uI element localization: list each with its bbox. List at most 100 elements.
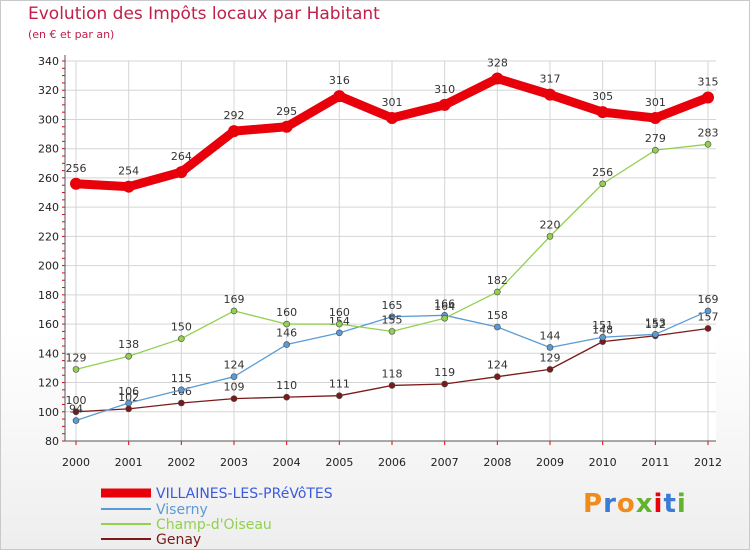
data-label: 164 — [434, 300, 455, 313]
data-point — [175, 166, 188, 179]
data-point — [546, 366, 554, 373]
data-point — [333, 90, 346, 103]
logo-letter: i — [676, 489, 687, 519]
data-label: 256 — [66, 162, 87, 175]
data-label: 165 — [382, 299, 403, 312]
logo-letter: x — [635, 489, 654, 519]
data-label: 160 — [276, 306, 297, 319]
data-label: 166 — [434, 297, 455, 310]
legend-label: Champ-d'Oiseau — [156, 517, 272, 533]
y-tick-label: 200 — [38, 260, 59, 273]
x-tick-label: 2007 — [431, 456, 459, 469]
data-label: 153 — [645, 316, 666, 329]
data-label: 94 — [69, 403, 83, 416]
logo-letter: i — [653, 489, 664, 519]
data-label: 148 — [592, 324, 613, 337]
data-label: 316 — [329, 74, 350, 87]
data-point — [388, 313, 396, 321]
data-label: 152 — [645, 318, 666, 331]
x-tick-label: 2005 — [325, 456, 353, 469]
logo-letter: o — [616, 489, 636, 519]
logo-letter: r — [603, 489, 617, 519]
proxiti-logo: Proxiti — [583, 489, 687, 519]
data-point — [122, 180, 135, 193]
x-tick-label: 2010 — [589, 456, 617, 469]
data-label: 292 — [224, 109, 245, 122]
y-tick-label: 240 — [38, 201, 59, 214]
data-point — [70, 177, 82, 190]
data-label: 111 — [329, 378, 350, 391]
y-tick-label: 160 — [38, 318, 59, 331]
data-point — [125, 352, 132, 360]
data-label: 110 — [276, 379, 297, 392]
data-label: 328 — [487, 57, 508, 70]
data-point — [178, 399, 185, 407]
data-label: 129 — [66, 351, 87, 364]
y-tick-label: 100 — [38, 406, 59, 419]
data-label: 150 — [171, 321, 192, 334]
data-point — [704, 325, 712, 332]
y-tick-label: 120 — [38, 377, 59, 390]
logo-letter: P — [583, 489, 604, 519]
x-tick-label: 2008 — [483, 456, 511, 469]
data-point — [228, 125, 240, 138]
data-point — [704, 307, 712, 315]
data-point — [230, 307, 238, 315]
data-point — [546, 344, 554, 351]
data-label: 279 — [645, 132, 666, 145]
data-label: 144 — [540, 329, 561, 342]
data-label: 109 — [224, 381, 245, 394]
data-point — [599, 180, 606, 188]
data-point — [704, 141, 712, 148]
data-label: 124 — [224, 359, 245, 372]
data-label: 119 — [434, 366, 455, 379]
data-point — [125, 399, 132, 407]
data-label: 315 — [698, 76, 719, 89]
data-point — [544, 88, 556, 101]
legend-label: Genay — [156, 532, 201, 548]
data-label: 155 — [382, 313, 403, 326]
data-label: 317 — [540, 73, 561, 86]
data-label: 264 — [171, 150, 192, 163]
data-label: 305 — [592, 90, 613, 103]
data-point — [596, 106, 609, 119]
data-label: 151 — [592, 319, 613, 332]
data-label: 124 — [487, 359, 508, 372]
data-point — [441, 380, 448, 388]
legend-label: VILLAINES-LES-PRéVôTES — [156, 486, 333, 502]
chart-subtitle: (en € et par an) — [28, 28, 115, 41]
data-label: 301 — [382, 96, 403, 109]
data-point — [336, 320, 343, 328]
data-point — [125, 405, 132, 413]
y-tick-label: 260 — [38, 172, 59, 185]
data-point — [280, 120, 293, 133]
y-tick-label: 340 — [38, 55, 59, 68]
data-label: 283 — [698, 126, 719, 139]
data-label: 160 — [329, 306, 350, 319]
data-label: 220 — [540, 218, 561, 231]
data-label: 169 — [698, 293, 719, 306]
data-point — [494, 373, 501, 380]
data-point — [388, 382, 396, 389]
x-tick-label: 2012 — [694, 456, 722, 469]
x-tick-label: 2003 — [220, 456, 248, 469]
data-point — [599, 333, 606, 341]
data-point — [283, 320, 290, 328]
data-label: 295 — [276, 105, 297, 118]
data-point — [336, 329, 343, 337]
data-point — [178, 335, 185, 342]
logo-letter: t — [663, 489, 677, 519]
data-point — [230, 395, 238, 402]
y-tick-label: 180 — [38, 289, 59, 302]
y-tick-label: 140 — [38, 347, 59, 360]
data-label: 182 — [487, 274, 508, 287]
data-label: 310 — [434, 83, 455, 96]
y-tick-label: 280 — [38, 143, 59, 156]
data-label: 102 — [118, 391, 139, 404]
data-point — [72, 408, 80, 416]
data-point — [652, 331, 659, 338]
data-point — [388, 328, 396, 335]
data-point — [438, 98, 451, 111]
x-tick-label: 2000 — [62, 456, 90, 469]
